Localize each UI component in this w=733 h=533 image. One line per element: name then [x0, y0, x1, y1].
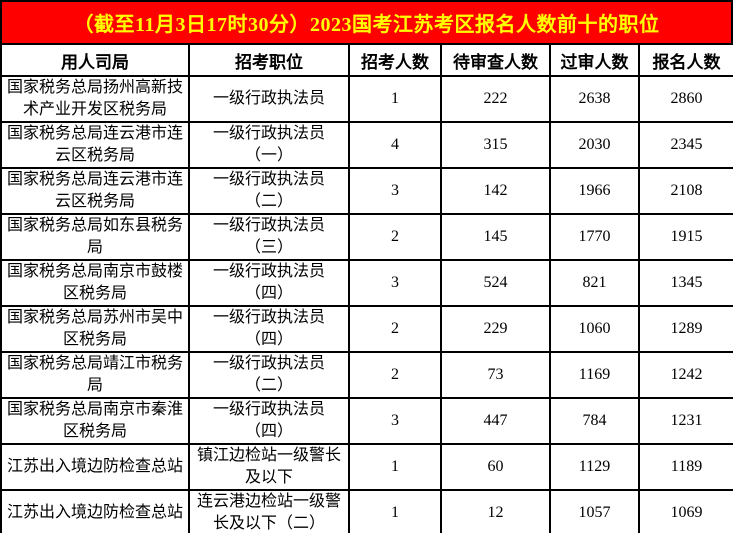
table-row: 国家税务总局如东县税务 局一级行政执法员 （三） 2 145 1770 1915: [0, 213, 733, 261]
cell-registered: 2345: [638, 121, 733, 169]
cell-position: 一级行政执法员 （四）: [188, 305, 350, 353]
table-header-row: 用人司局 招考职位 招考人数 待审查人数 过审人数 报名人数: [0, 43, 733, 77]
cell-passed: 1060: [549, 305, 640, 353]
cell-pending: 73: [440, 351, 551, 399]
cell-position: 一级行政执法员 （二）: [188, 167, 350, 215]
cell-position: 一级行政执法员: [188, 75, 350, 123]
table-row: 国家税务总局连云港市连 云区税务局 一级行政执法员 （一） 4 315 2030 2345: [0, 121, 733, 169]
cell-dept: 国家税务总局如东县税务 局: [0, 213, 190, 261]
cell-recruit: 3: [348, 259, 442, 307]
cell-recruit: 4: [348, 121, 442, 169]
cell-registered: 1189: [638, 443, 733, 491]
table-row: 江苏出入境边防检查总站 镇江边检站一级警长 及以下 1 60 1129 1189: [0, 443, 733, 491]
cell-pending: 229: [440, 305, 551, 353]
cell-pending: 315: [440, 121, 551, 169]
cell-passed: 1169: [549, 351, 640, 399]
cell-recruit: 2: [348, 351, 442, 399]
cell-pending: 447: [440, 397, 551, 445]
cell-registered: 1069: [638, 489, 733, 533]
cell-registered: 1915: [638, 213, 733, 261]
cell-dept: 国家税务总局连云港市连 云区税务局: [0, 121, 190, 169]
cell-registered: 2860: [638, 75, 733, 123]
cell-registered: 1242: [638, 351, 733, 399]
cell-dept: 江苏出入境边防检查总站: [0, 489, 190, 533]
cell-passed: 1966: [549, 167, 640, 215]
cell-pending: 524: [440, 259, 551, 307]
cell-passed: 2638: [549, 75, 640, 123]
cell-position: 连云港边检站一级警 长及以下（二）: [188, 489, 350, 533]
column-header-recruit-count: 招考人数: [348, 43, 442, 77]
table-row: 江苏出入境边防检查总站 连云港边检站一级警 长及以下（二） 1 12 1057 1069: [0, 489, 733, 533]
cell-registered: 1231: [638, 397, 733, 445]
title-banner: （截至11月3日17时30分）2023国考江苏考区报名人数前十的职位: [0, 0, 733, 45]
cell-passed: 821: [549, 259, 640, 307]
cell-position: 一级行政执法员 （一）: [188, 121, 350, 169]
table-header: 用人司局 招考职位 招考人数 待审查人数 过审人数 报名人数: [0, 43, 733, 77]
cell-recruit: 2: [348, 213, 442, 261]
cell-pending: 142: [440, 167, 551, 215]
cell-recruit: 3: [348, 397, 442, 445]
cell-position: 一级行政执法员 （四）: [188, 259, 350, 307]
cell-passed: 784: [549, 397, 640, 445]
cell-passed: 1129: [549, 443, 640, 491]
column-header-pending-count: 待审查人数: [440, 43, 551, 77]
cell-dept: 国家税务总局南京市鼓楼 区税务局: [0, 259, 190, 307]
cell-dept: 国家税务总局苏州市吴中 区税务局: [0, 305, 190, 353]
table-row: 国家税务总局南京市秦淮 区税务局 一级行政执法员 （四） 3 447 784 1231: [0, 397, 733, 445]
cell-position: 一级行政执法员 （四）: [188, 397, 350, 445]
cell-position: 一级行政执法员 （三）: [188, 213, 350, 261]
cell-dept: 江苏出入境边防检查总站: [0, 443, 190, 491]
cell-registered: 1289: [638, 305, 733, 353]
table-row: 国家税务总局苏州市吴中 区税务局 一级行政执法员 （四） 2 229 1060 1289: [0, 305, 733, 353]
table-row: 国家税务总局连云港市连 云区税务局 一级行政执法员 （二） 3 142 1966 2108: [0, 167, 733, 215]
cell-passed: 1770: [549, 213, 640, 261]
table-row: 国家税务总局南京市鼓楼 区税务局 一级行政执法员 （四） 3 524 821 1345: [0, 259, 733, 307]
cell-pending: 12: [440, 489, 551, 533]
cell-dept: 国家税务总局连云港市连 云区税务局: [0, 167, 190, 215]
cell-position: 镇江边检站一级警长 及以下: [188, 443, 350, 491]
page-title: （截至11月3日17时30分）2023国考江苏考区报名人数前十的职位: [73, 14, 660, 36]
cell-recruit: 1: [348, 75, 442, 123]
column-header-registered-count: 报名人数: [638, 43, 733, 77]
cell-dept: 国家税务总局靖江市税务 局: [0, 351, 190, 399]
cell-pending: 145: [440, 213, 551, 261]
cell-recruit: 1: [348, 443, 442, 491]
cell-pending: 60: [440, 443, 551, 491]
cell-passed: 2030: [549, 121, 640, 169]
positions-table: 用人司局 招考职位 招考人数 待审查人数 过审人数 报名人数 国家税务总局扬州高…: [0, 43, 733, 533]
table-row: 国家税务总局靖江市税务 局一级行政执法员 （二） 2 73 1169 1242: [0, 351, 733, 399]
column-header-dept: 用人司局: [0, 43, 190, 77]
cell-pending: 222: [440, 75, 551, 123]
cell-recruit: 2: [348, 305, 442, 353]
cell-passed: 1057: [549, 489, 640, 533]
cell-dept: 国家税务总局扬州高新技 术产业开发区税务局: [0, 75, 190, 123]
column-header-passed-count: 过审人数: [549, 43, 640, 77]
cell-registered: 1345: [638, 259, 733, 307]
cell-position: 一级行政执法员 （二）: [188, 351, 350, 399]
cell-recruit: 1: [348, 489, 442, 533]
cell-registered: 2108: [638, 167, 733, 215]
cell-dept: 国家税务总局南京市秦淮 区税务局: [0, 397, 190, 445]
table-row: 国家税务总局扬州高新技 术产业开发区税务局 一级行政执法员 1 222 2638 2860: [0, 75, 733, 123]
table-body: 国家税务总局扬州高新技 术产业开发区税务局 一级行政执法员 1 222 2638 2860…: [0, 75, 733, 533]
column-header-position: 招考职位: [188, 43, 350, 77]
cell-recruit: 3: [348, 167, 442, 215]
